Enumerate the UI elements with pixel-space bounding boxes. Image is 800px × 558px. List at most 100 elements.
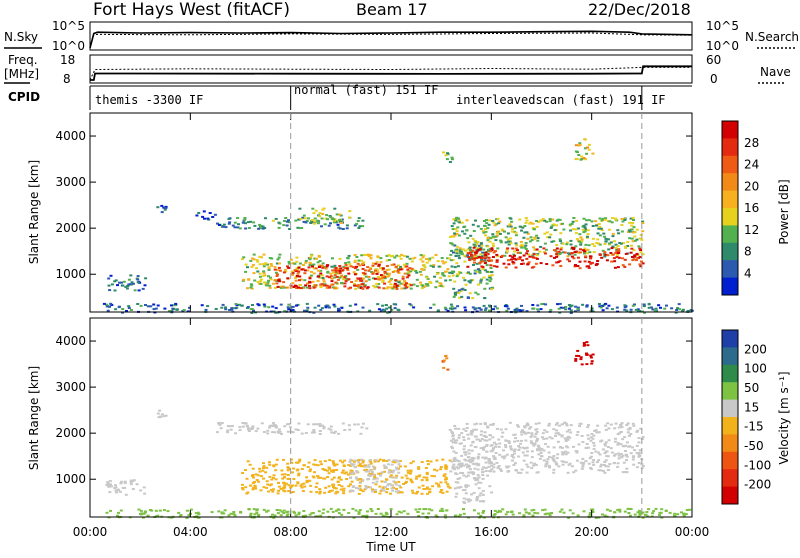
- data-cell: [616, 245, 620, 248]
- data-cell: [396, 270, 400, 273]
- data-cell: [482, 448, 486, 451]
- data-cell: [392, 285, 396, 288]
- data-cell: [491, 436, 495, 439]
- data-cell: [422, 488, 426, 490]
- data-cell: [109, 485, 113, 488]
- data-cell: [399, 265, 402, 268]
- data-cell: [464, 475, 468, 478]
- data-cell: [523, 508, 527, 511]
- data-cell: [302, 220, 306, 223]
- data-cell: [525, 463, 529, 466]
- data-cell: [552, 460, 556, 463]
- data-cell: [606, 422, 610, 425]
- data-cell: [449, 470, 453, 473]
- data-cell: [408, 267, 412, 270]
- data-cell: [339, 267, 343, 270]
- data-cell: [268, 475, 272, 478]
- data-cell: [377, 265, 381, 267]
- data-cell: [595, 242, 599, 244]
- data-cell: [474, 479, 478, 482]
- data-cell: [469, 468, 472, 471]
- data-cell: [453, 234, 457, 237]
- data-cell: [626, 231, 630, 233]
- data-cell: [681, 310, 685, 312]
- data-cell: [585, 341, 589, 344]
- data-cell: [485, 264, 489, 267]
- data-cell: [490, 462, 494, 464]
- data-cell: [414, 270, 418, 272]
- data-cell: [300, 268, 304, 271]
- data-cell: [419, 273, 423, 276]
- data-cell: [286, 469, 290, 472]
- data-cell: [410, 260, 414, 263]
- data-cell: [459, 471, 463, 474]
- data-cell: [250, 475, 254, 477]
- data-cell: [579, 422, 583, 425]
- data-cell: [353, 423, 357, 426]
- data-cell: [424, 508, 428, 511]
- data-cell: [264, 262, 268, 265]
- data-cell: [533, 462, 536, 465]
- data-cell: [589, 356, 593, 359]
- data-cell: [519, 442, 523, 445]
- data-cell: [272, 516, 276, 519]
- data-cell: [481, 456, 485, 459]
- data-cell: [556, 440, 560, 443]
- data-cell: [259, 278, 263, 281]
- data-cell: [484, 470, 488, 472]
- data-cell: [360, 259, 364, 262]
- data-cell: [432, 303, 436, 306]
- data-cell: [352, 463, 356, 466]
- data-cell: [589, 467, 593, 470]
- data-cell: [673, 515, 677, 518]
- data-cell: [623, 258, 627, 261]
- data-cell: [616, 508, 620, 511]
- data-cell: [469, 234, 473, 237]
- data-cell: [425, 487, 429, 490]
- data-cell: [592, 459, 596, 461]
- data-cell: [455, 250, 459, 253]
- data-cell: [344, 280, 348, 283]
- data-cell: [341, 228, 345, 230]
- data-cell: [586, 248, 590, 251]
- data-cell: [471, 237, 475, 240]
- data-cell: [520, 229, 523, 232]
- data-cell: [267, 275, 270, 278]
- data-cell: [548, 218, 552, 220]
- data-cell: [415, 285, 419, 288]
- data-cell: [348, 210, 352, 213]
- data-cell: [283, 473, 287, 476]
- data-cell: [564, 306, 568, 308]
- data-cell: [163, 307, 167, 310]
- data-cell: [243, 469, 247, 471]
- data-cell: [160, 413, 164, 416]
- data-cell: [320, 424, 324, 427]
- data-cell: [353, 261, 357, 263]
- data-cell: [476, 241, 480, 243]
- data-cell: [397, 463, 401, 466]
- data-cell: [590, 261, 594, 264]
- y-tick-label: 1000: [55, 472, 86, 486]
- data-cell: [520, 243, 524, 246]
- data-cell: [329, 222, 332, 225]
- data-cell: [601, 448, 605, 451]
- data-cell: [482, 466, 486, 469]
- data-cell: [262, 265, 266, 268]
- data-cell: [312, 286, 316, 289]
- data-cell: [129, 479, 133, 482]
- data-cell: [268, 426, 272, 429]
- data-cell: [543, 242, 547, 245]
- data-cell: [114, 486, 118, 489]
- data-cell: [537, 453, 541, 456]
- data-cell: [206, 217, 210, 220]
- data-cell: [472, 264, 475, 266]
- data-cell: [448, 307, 452, 310]
- data-cell: [558, 253, 562, 255]
- data-cell: [308, 258, 312, 261]
- data-cell: [332, 463, 336, 466]
- data-cell: [522, 244, 526, 247]
- data-cell: [229, 428, 233, 431]
- data-cell: [599, 463, 603, 466]
- data-cell: [536, 253, 540, 256]
- data-cell: [345, 227, 349, 230]
